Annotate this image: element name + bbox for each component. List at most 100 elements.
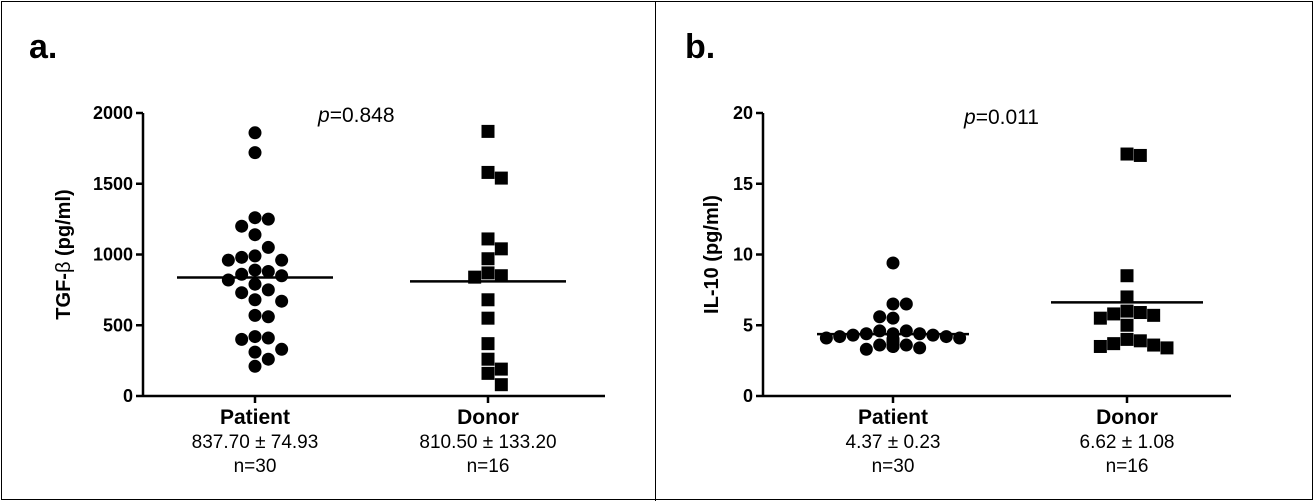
data-point-patient xyxy=(248,211,262,225)
data-point-donor xyxy=(1120,318,1134,332)
data-point-donor xyxy=(1133,148,1147,162)
panel-b: b. 0 5 10 15 20 IL-10 (pg/ml) p=0.011 Patient 4.3… xyxy=(656,0,1311,503)
data-point-donor xyxy=(481,311,495,325)
data-point-patient xyxy=(886,339,900,353)
data-point-patient xyxy=(261,240,275,254)
data-point-donor xyxy=(481,352,495,366)
data-point-patient xyxy=(248,277,262,291)
data-point-patient xyxy=(886,311,900,325)
data-point-patient xyxy=(275,294,289,308)
data-point-donor xyxy=(481,266,495,280)
category-label: Donor xyxy=(1096,406,1158,429)
data-point-donor xyxy=(481,165,495,179)
panel-label: b. xyxy=(685,28,715,66)
n-count-label: n=16 xyxy=(1106,456,1149,477)
data-point-patient xyxy=(275,342,289,356)
p-value-symbol: p xyxy=(317,104,330,127)
y-axis-label-unit: (pg/ml) xyxy=(701,195,723,267)
data-point-patient xyxy=(248,330,262,344)
data-point-donor xyxy=(1093,339,1107,353)
y-axis-label-prefix: TGF- xyxy=(53,273,75,320)
data-point-donor xyxy=(1093,311,1107,325)
data-point-patient xyxy=(873,338,887,352)
data-point-patient xyxy=(248,249,262,263)
data-point-donor xyxy=(1133,306,1147,320)
data-point-donor xyxy=(481,124,495,138)
data-point-donor xyxy=(1133,334,1147,348)
data-point-patient xyxy=(248,359,262,373)
p-value-label: p=0.011 xyxy=(963,106,1039,129)
y-axis-label-prefix: IL-10 xyxy=(701,267,723,314)
y-tick-label: 15 xyxy=(733,174,753,194)
mean-sem-label: 837.70 ± 74.93 xyxy=(192,432,319,453)
data-point-patient xyxy=(248,126,262,140)
data-point-patient xyxy=(873,324,887,338)
data-point-patient xyxy=(261,310,275,324)
data-point-donor xyxy=(481,293,495,307)
data-point-donor xyxy=(1107,307,1121,321)
p-value-text: =0.848 xyxy=(330,104,395,127)
panel-a: a. 0 500 1000 1500 2000 TGF-β (pg/ml) p=0.848 Pa… xyxy=(0,0,655,503)
data-point-patient xyxy=(275,269,289,283)
panel-label: a. xyxy=(29,28,57,66)
y-tick-label: 10 xyxy=(733,245,753,265)
data-point-donor xyxy=(494,242,508,256)
data-point-donor xyxy=(1147,338,1161,352)
data-point-patient xyxy=(261,212,275,226)
p-value-label: p=0.848 xyxy=(317,104,395,127)
y-axis-label-unit: (pg/ml) xyxy=(53,189,75,261)
data-point-patient xyxy=(221,253,235,267)
data-point-patient xyxy=(235,219,249,233)
y-tick-label: 20 xyxy=(733,103,753,123)
data-point-patient xyxy=(261,264,275,278)
y-tick-label: 0 xyxy=(743,386,753,406)
p-value-text: =0.011 xyxy=(976,106,1039,129)
data-point-patient xyxy=(235,250,249,264)
data-point-patient xyxy=(235,267,249,281)
category-label: Patient xyxy=(858,406,928,429)
data-point-donor xyxy=(494,362,508,376)
data-point-patient xyxy=(873,310,887,324)
data-point-donor xyxy=(1107,337,1121,351)
data-point-patient xyxy=(248,263,262,277)
data-point-patient xyxy=(886,256,900,270)
data-point-donor xyxy=(1120,269,1134,283)
y-tick-label: 0 xyxy=(123,386,133,406)
category-label: Patient xyxy=(220,406,290,429)
data-point-patient xyxy=(221,273,235,287)
data-point-donor xyxy=(1147,308,1161,322)
n-count-label: n=30 xyxy=(234,456,277,477)
data-point-patient xyxy=(886,297,900,311)
y-tick-label: 1500 xyxy=(93,174,133,194)
data-point-patient xyxy=(261,352,275,366)
data-point-patient xyxy=(248,293,262,307)
category-label: Donor xyxy=(457,406,519,429)
y-tick-label: 1000 xyxy=(93,245,133,265)
y-axis-label: TGF-β (pg/ml) xyxy=(53,189,75,319)
data-point-donor xyxy=(1120,304,1134,318)
data-point-donor xyxy=(481,337,495,351)
data-point-patient xyxy=(899,324,913,338)
data-point-patient xyxy=(859,342,873,356)
y-tick-label: 500 xyxy=(103,315,133,335)
chart-a: a. 0 500 1000 1500 2000 TGF-β (pg/ml) p=0.848 Pa… xyxy=(29,28,605,477)
mean-sem-label: 810.50 ± 133.20 xyxy=(419,432,556,453)
data-point-patient xyxy=(248,308,262,322)
data-point-patient xyxy=(235,332,249,346)
data-point-donor xyxy=(481,366,495,380)
data-point-patient xyxy=(899,297,913,311)
chart-b: b. 0 5 10 15 20 IL-10 (pg/ml) p=0.011 Patient 4.3… xyxy=(685,28,1231,477)
y-axis-label: IL-10 (pg/ml) xyxy=(701,195,723,314)
data-point-patient xyxy=(913,341,927,355)
n-count-label: n=30 xyxy=(872,456,915,477)
y-axis-label-greek: β xyxy=(53,262,75,274)
data-point-patient xyxy=(939,330,953,344)
data-point-donor xyxy=(481,232,495,246)
data-point-patient xyxy=(235,286,249,300)
y-tick-label: 2000 xyxy=(93,103,133,123)
data-point-patient xyxy=(261,331,275,345)
data-point-donor xyxy=(494,171,508,185)
data-point-donor xyxy=(494,269,508,283)
data-point-patient xyxy=(248,146,262,160)
data-point-donor xyxy=(1120,290,1134,304)
